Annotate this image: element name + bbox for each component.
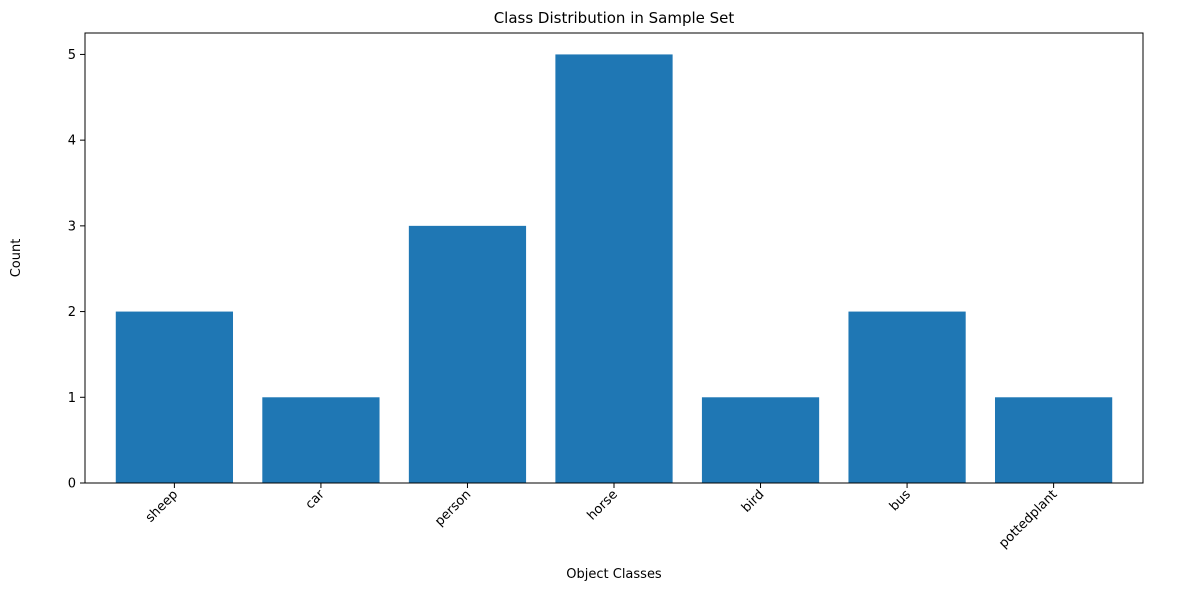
- bar-horse: [555, 54, 673, 484]
- y-tick-label: 1: [68, 391, 76, 406]
- bar-bus: [848, 311, 966, 483]
- x-tick-label-bus: bus: [887, 487, 914, 514]
- bar-bird: [701, 397, 820, 483]
- x-tick-label-pottedplant: pottedplant: [996, 487, 1060, 551]
- y-tick-label: 4: [68, 134, 76, 149]
- y-tick-label: 2: [68, 305, 76, 320]
- y-axis: 0 1 2 3 4 5: [68, 48, 85, 492]
- bar-sheep: [115, 311, 234, 483]
- y-tick-label: 0: [68, 477, 76, 492]
- x-tick-label-person: person: [432, 487, 474, 529]
- x-tick-label-car: car: [303, 487, 329, 513]
- chart-title: Class Distribution in Sample Set: [494, 9, 735, 27]
- x-tick-label-sheep: sheep: [143, 487, 181, 525]
- bar-pottedplant: [994, 397, 1113, 483]
- bars-group: [115, 54, 1113, 484]
- bar-car: [262, 397, 380, 483]
- y-tick-label: 3: [68, 219, 76, 234]
- x-axis-title: Object Classes: [566, 567, 662, 582]
- x-axis: sheep car person horse bird bus pottedplant: [143, 483, 1060, 551]
- y-tick-label: 5: [68, 48, 76, 63]
- y-axis-title: Count: [9, 239, 24, 278]
- x-tick-label-horse: horse: [585, 487, 621, 523]
- x-tick-label-bird: bird: [739, 487, 767, 515]
- bar-person: [408, 225, 527, 483]
